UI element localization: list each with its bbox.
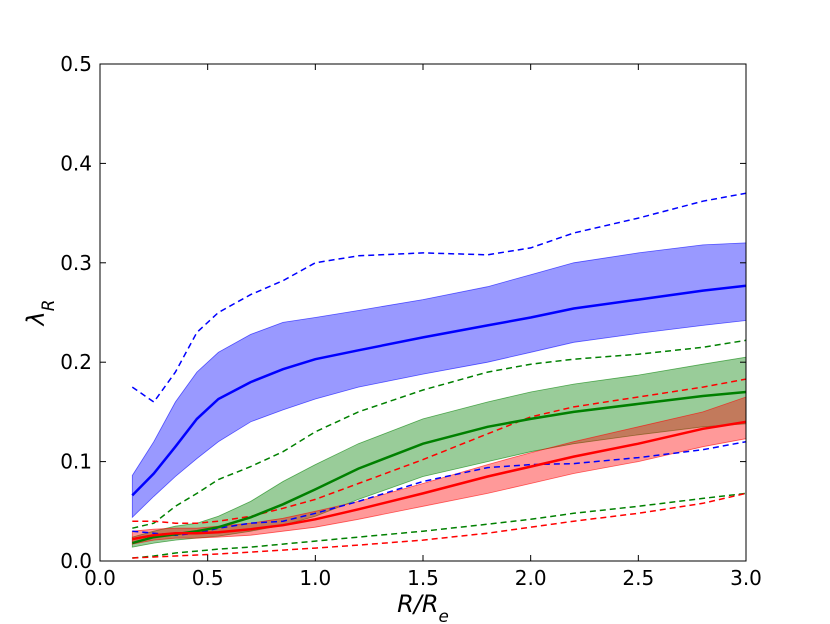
x-tick-label: 2.5: [622, 566, 654, 590]
blue-median-line: [131, 284, 746, 497]
y-tick-label: 0.3: [60, 251, 92, 275]
x-tick-label: 3.0: [730, 566, 762, 590]
green-band: [131, 356, 746, 548]
y-tick-label: 0.4: [60, 151, 92, 175]
y-axis-label: λR: [22, 300, 58, 328]
ticks: 0.0 0.5 1.0 1.5 2.0 2.5 3.0 0.0 0.1 0.2 0.3 0.4 0.5: [60, 52, 762, 590]
green-dashed-upper: [132, 339, 746, 529]
x-tick-label: 0.0: [84, 566, 116, 590]
blue-band: [131, 242, 746, 519]
blue-dashed-upper: [131, 192, 746, 404]
red-dashed-lower: [132, 492, 746, 559]
red-median-line: [132, 420, 746, 541]
y-tick-label: 0.2: [60, 350, 92, 374]
y-tick-label: 0.1: [60, 450, 92, 474]
svg-text:R/Re: R/Re: [397, 590, 449, 624]
red-dashed-upper: [132, 378, 746, 524]
x-tick-label: 2.0: [515, 566, 547, 590]
x-axis-label: R/Re: [397, 590, 449, 624]
y-tick-label: 0.5: [60, 52, 92, 76]
svg-text:λR: λR: [22, 300, 58, 328]
plot-area: [131, 192, 746, 559]
x-tick-label: 1.0: [299, 566, 331, 590]
y-tick-label: 0.0: [60, 549, 92, 573]
x-tick-label: 0.5: [192, 566, 224, 590]
x-tick-label: 1.5: [407, 566, 439, 590]
green-dashed-lower: [132, 492, 746, 559]
red-band: [131, 396, 746, 545]
